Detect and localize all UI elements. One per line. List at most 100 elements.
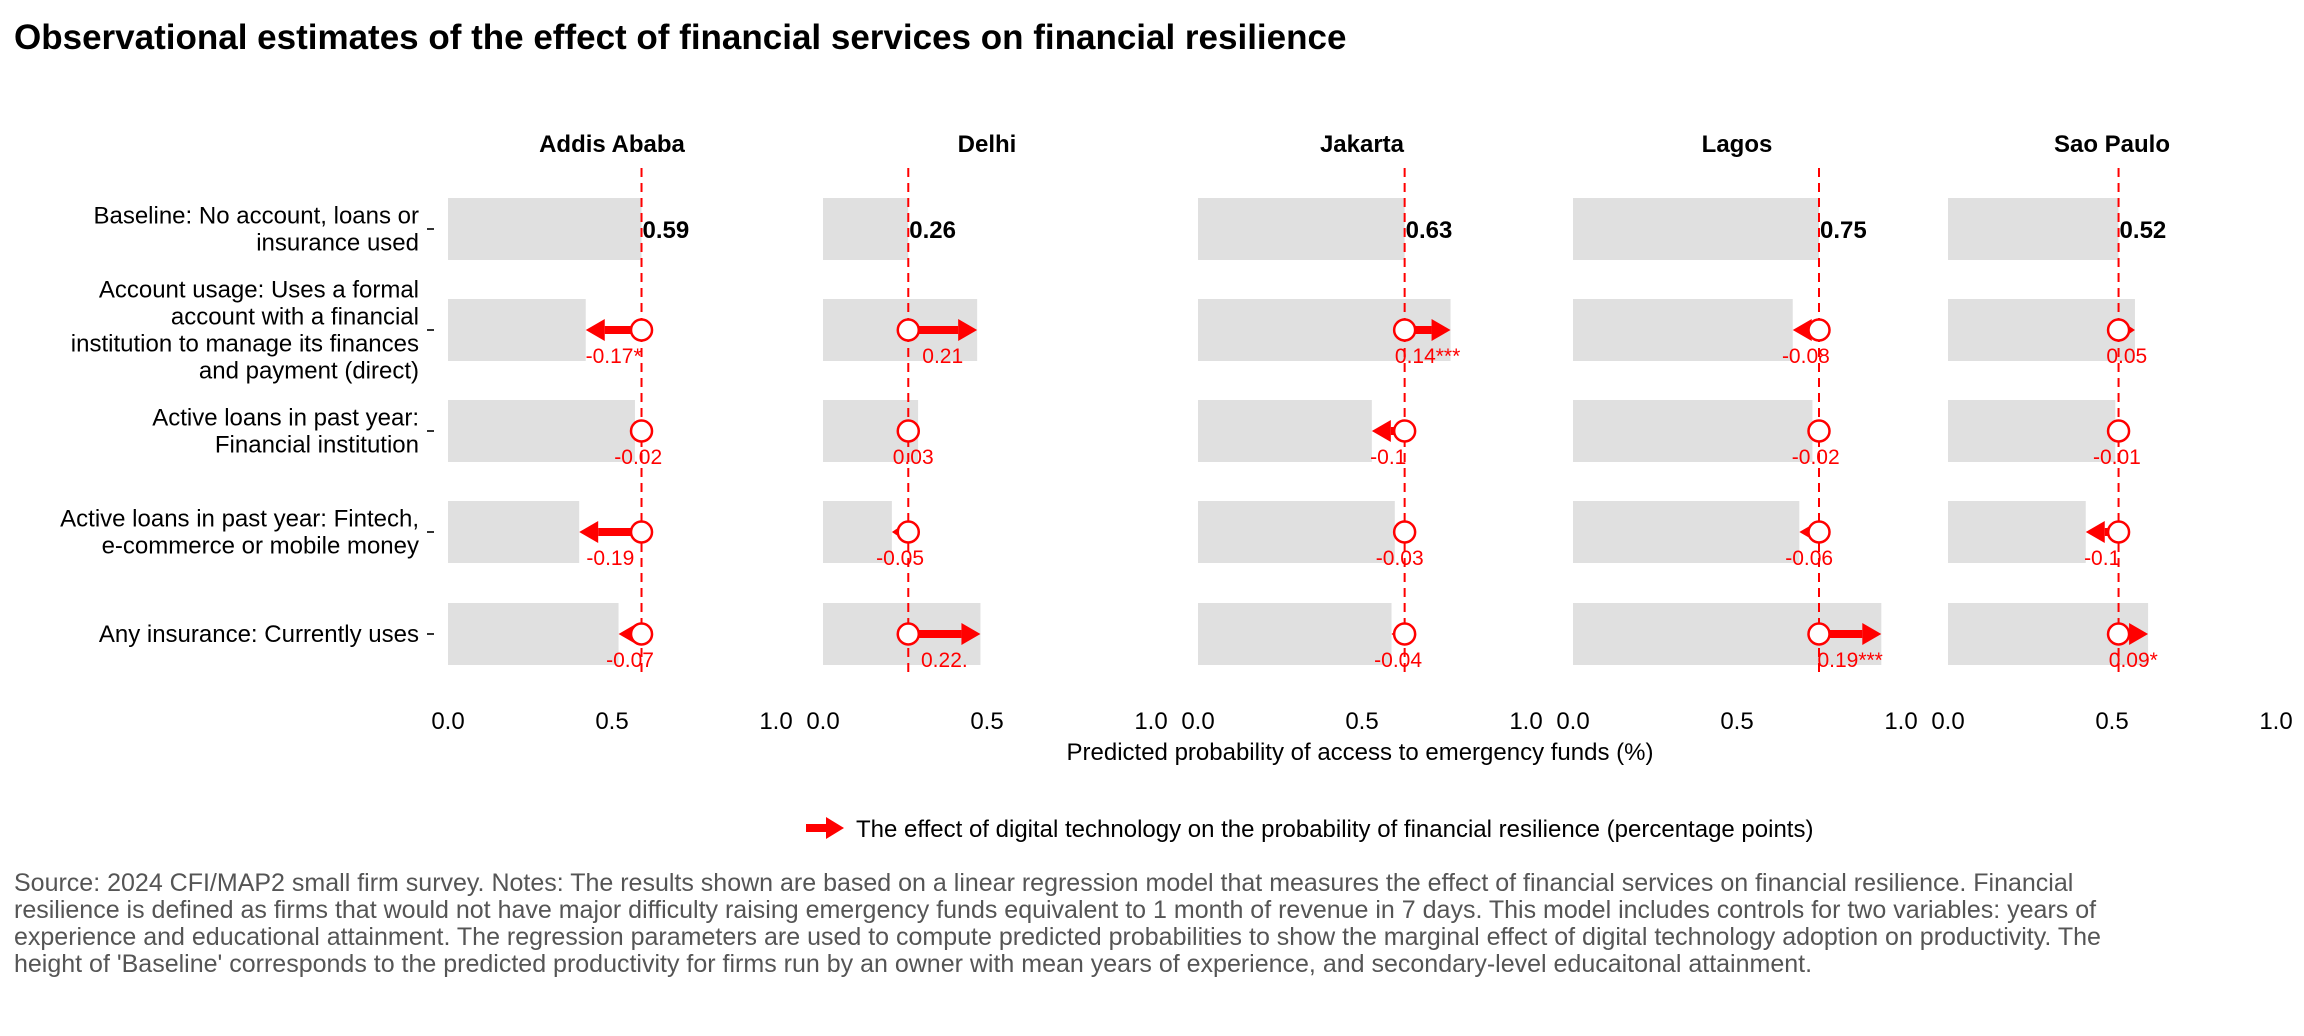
- source-note: Source: 2024 CFI/MAP2 small firm survey.…: [14, 869, 2101, 978]
- effect-arrowhead: [2085, 521, 2105, 543]
- bar: [1573, 198, 1819, 260]
- bar: [1573, 400, 1813, 462]
- effect-value-label: 0.22.: [921, 649, 968, 672]
- facet-label: Jakarta: [1320, 131, 1405, 158]
- y-category-label-line: account with a financial: [171, 304, 419, 331]
- baseline-point: [1392, 520, 1417, 544]
- baseline-point: [1807, 419, 1831, 443]
- bar: [1948, 198, 2119, 260]
- bar: [823, 198, 909, 260]
- chart-title: Observational estimates of the effect of…: [14, 18, 1347, 57]
- effect-arrowhead: [1431, 319, 1451, 341]
- baseline-point: [629, 318, 654, 342]
- effect-value-label: -0.19: [586, 547, 634, 570]
- baseline-point: [1807, 318, 1831, 342]
- y-category-label-line: Any insurance: Currently uses: [99, 621, 419, 648]
- baseline-point: [1392, 419, 1417, 443]
- effect-arrowhead: [579, 521, 599, 543]
- x-tick-label: 0.0: [1931, 708, 1964, 735]
- bar: [448, 299, 586, 361]
- y-category-label-line: Baseline: No account, loans or: [93, 203, 419, 230]
- facet-label: Delhi: [958, 131, 1017, 158]
- baseline-value-label: 0.26: [909, 217, 956, 244]
- effect-value-label: 0.03: [893, 446, 934, 469]
- bar: [1198, 198, 1405, 260]
- x-tick-label: 1.0: [759, 708, 792, 735]
- baseline-point: [896, 622, 921, 646]
- baseline-value-label: 0.75: [1820, 217, 1867, 244]
- x-tick-label: 1.0: [1509, 708, 1542, 735]
- facet-label: Addis Ababa: [539, 131, 685, 158]
- bar: [1948, 299, 2135, 361]
- baseline-point: [1392, 622, 1417, 646]
- x-tick-label: 1.0: [1884, 708, 1917, 735]
- effect-value-label: 0.05: [2106, 345, 2147, 368]
- baseline-value-label: 0.52: [2120, 217, 2167, 244]
- bar: [1198, 400, 1372, 462]
- y-category-label-line: Account usage: Uses a formal: [99, 277, 419, 304]
- y-category-label: Account usage: Uses a formal account with…: [71, 277, 419, 385]
- y-category-label: Any insurance: Currently uses: [99, 621, 419, 648]
- y-category-label-line: Active loans in past year: Fintech,: [60, 506, 419, 533]
- legend-label: The effect of digital technology on the …: [856, 816, 1813, 843]
- baseline-point: [1807, 622, 1831, 646]
- effect-value-label: -0.04: [1374, 649, 1422, 672]
- effect-value-label: -0.02: [1792, 446, 1840, 469]
- x-tick-label: 0.0: [431, 708, 464, 735]
- y-category-label-line: and payment (direct): [199, 358, 419, 385]
- effect-value-label: 0.21: [922, 345, 963, 368]
- baseline-point: [1807, 520, 1831, 544]
- x-tick-label: 0.5: [1345, 708, 1378, 735]
- y-category-label: Active loans in past year: Fintech, e-com…: [60, 506, 419, 560]
- x-tick-label: 0.5: [2095, 708, 2128, 735]
- bar: [1198, 603, 1392, 665]
- bar: [1198, 501, 1395, 563]
- baseline-point: [896, 318, 921, 342]
- baseline-point: [2106, 419, 2131, 443]
- effect-value-label: 0.14***: [1395, 345, 1460, 368]
- y-category-label-line: Active loans in past year:: [152, 405, 419, 432]
- effect-value-label: -0.01: [2093, 446, 2141, 469]
- bar: [1948, 501, 2086, 563]
- legend-arrowhead: [826, 817, 844, 839]
- y-category-label: Active loans in past year: Financial inst…: [152, 405, 419, 459]
- effect-value-label: -0.03: [1376, 547, 1424, 570]
- bar: [1573, 299, 1793, 361]
- effect-value-label: -0.1: [1370, 446, 1406, 469]
- baseline-value-label: 0.63: [1406, 217, 1453, 244]
- effect-arrowhead: [1792, 319, 1812, 341]
- effect-arrowhead: [958, 319, 978, 341]
- bar: [448, 603, 619, 665]
- baseline-point: [629, 622, 654, 646]
- baseline-point: [2106, 520, 2131, 544]
- y-category-label-line: institution to manage its finances: [71, 331, 419, 358]
- effect-value-label: 0.09*: [2109, 649, 2158, 672]
- effect-value-label: -0.1: [2084, 547, 2120, 570]
- bar: [448, 198, 642, 260]
- baseline-point: [2106, 622, 2131, 646]
- effect-value-label: -0.06: [1785, 547, 1833, 570]
- baseline-value-label: 0.59: [643, 217, 690, 244]
- effect-value-label: -0.08: [1782, 345, 1830, 368]
- effect-arrowhead: [2129, 623, 2149, 645]
- effect-arrowhead: [1371, 420, 1391, 442]
- x-tick-label: 0.0: [1181, 708, 1214, 735]
- effect-value-label: -0.07: [606, 649, 654, 672]
- x-tick-label: 0.5: [970, 708, 1003, 735]
- x-tick-label: 1.0: [1134, 708, 1167, 735]
- y-category-label: Baseline: No account, loans or insurance …: [93, 203, 419, 257]
- baseline-point: [629, 419, 654, 443]
- y-category-label-line: e-commerce or mobile money: [102, 533, 419, 560]
- baseline-point: [1392, 318, 1417, 342]
- x-axis-label: Predicted probability of access to emerg…: [1067, 739, 1654, 766]
- bar: [448, 501, 580, 563]
- baseline-point: [896, 520, 921, 544]
- bar: [1948, 400, 2116, 462]
- facet-label: Sao Paulo: [2054, 131, 2170, 158]
- x-tick-label: 0.5: [595, 708, 628, 735]
- effect-value-label: 0.19***: [1817, 649, 1882, 672]
- effect-arrowhead: [961, 623, 981, 645]
- effect-arrowhead: [1862, 623, 1882, 645]
- facet-label: Lagos: [1702, 131, 1773, 158]
- effect-value-label: -0.05: [876, 547, 924, 570]
